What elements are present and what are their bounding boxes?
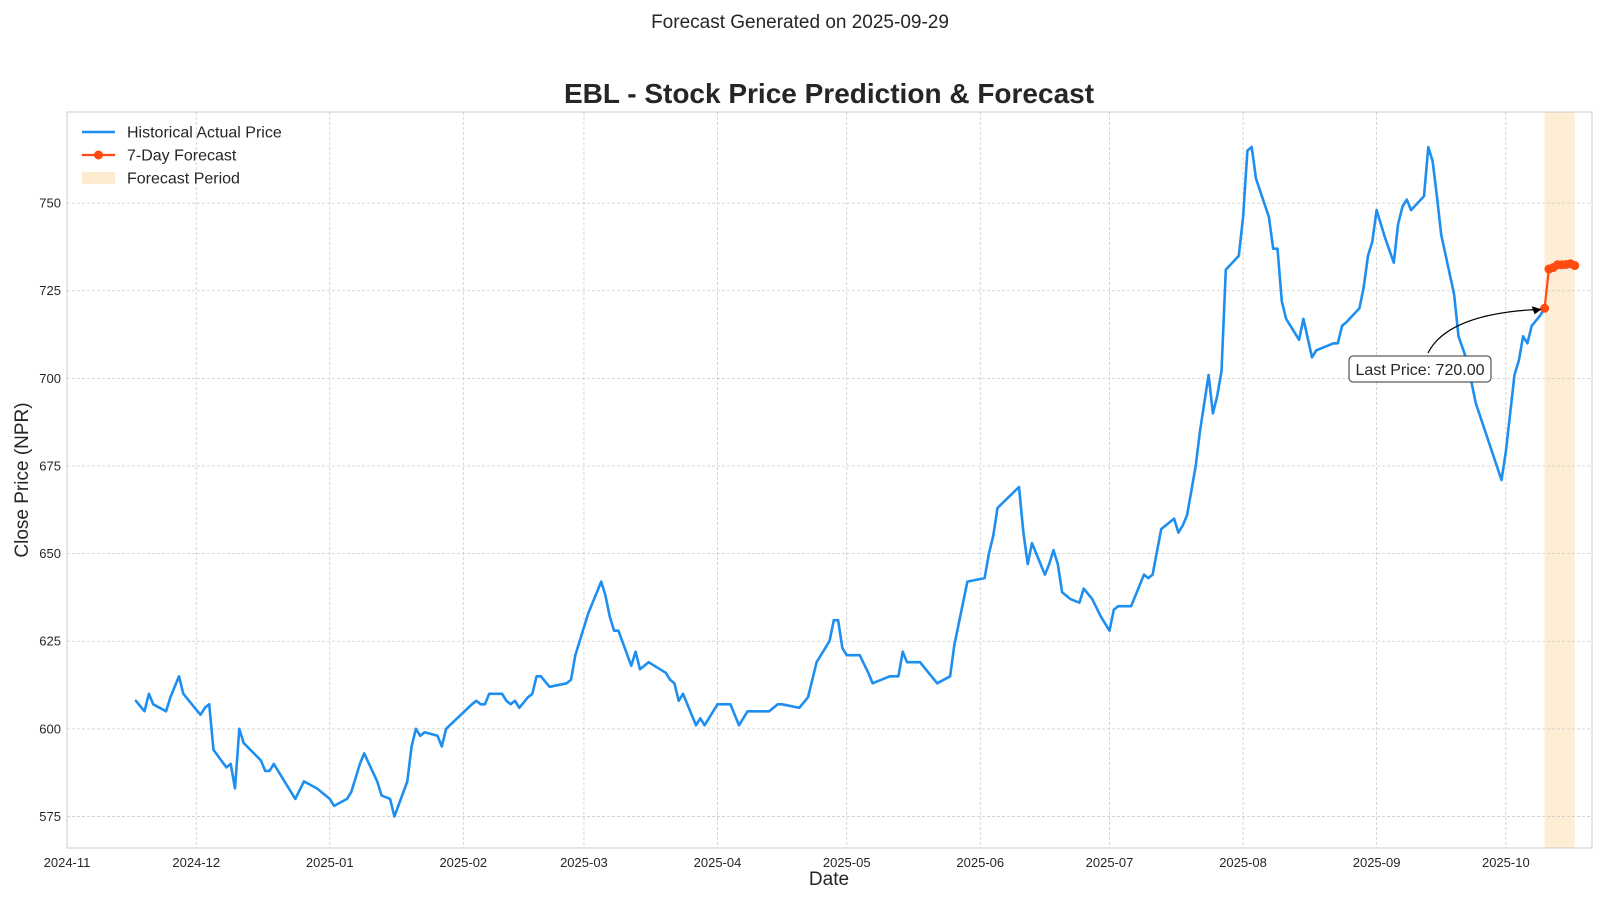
legend-marker-forecast — [94, 150, 103, 160]
y-tick-label: 575 — [39, 809, 61, 824]
x-tick-label: 2025-07 — [1086, 855, 1134, 870]
y-tick-label: 675 — [39, 458, 61, 473]
x-tick-label: 2025-08 — [1219, 855, 1267, 870]
forecast-point — [1540, 303, 1550, 313]
annotation-label: Last Price: 720.00 — [1356, 362, 1485, 379]
x-tick-label: 2025-03 — [560, 855, 608, 870]
y-axis-label: Close Price (NPR) — [12, 402, 33, 557]
plot-background — [67, 112, 1592, 848]
x-tick-label: 2025-01 — [306, 855, 354, 870]
annotation-arrow — [1427, 308, 1541, 354]
annotation-box — [1348, 355, 1492, 383]
x-tick-label: 2024-12 — [172, 855, 220, 870]
y-tick-label: 750 — [39, 196, 61, 211]
x-tick-label: 2025-04 — [694, 855, 742, 870]
legend: Historical Actual Price 7-Day Forecast For… — [82, 125, 282, 188]
y-tick-label: 700 — [39, 371, 61, 386]
legend-swatch-forecast-period — [82, 172, 115, 184]
forecast-period-band — [1544, 112, 1575, 848]
historical-price-line — [134, 145, 1546, 818]
chart-title: EBL - Stock Price Prediction & Forecast — [564, 78, 1094, 109]
y-tick-label: 650 — [39, 546, 61, 561]
y-tick-label: 600 — [39, 721, 61, 736]
x-tick-label: 2025-05 — [823, 855, 871, 870]
forecast-point — [1570, 261, 1580, 271]
x-tick-label: 2025-09 — [1353, 855, 1401, 870]
x-tick-label: 2024-11 — [44, 855, 91, 870]
annotation-arrowhead — [1531, 306, 1542, 315]
legend-label-historical: Historical Actual Price — [127, 125, 282, 142]
legend-label-forecast-period: Forecast Period — [127, 171, 240, 188]
x-tick-label: 2025-10 — [1482, 855, 1530, 870]
legend-label-forecast: 7-Day Forecast — [127, 148, 237, 165]
suptitle: Forecast Generated on 2025-09-29 — [651, 12, 949, 33]
plot-frame — [66, 111, 1593, 849]
x-axis-label: Date — [809, 869, 849, 890]
y-tick-label: 625 — [39, 634, 61, 649]
y-tick-label: 725 — [39, 283, 61, 298]
x-tick-label: 2025-06 — [956, 855, 1004, 870]
x-tick-label: 2025-02 — [439, 855, 487, 870]
